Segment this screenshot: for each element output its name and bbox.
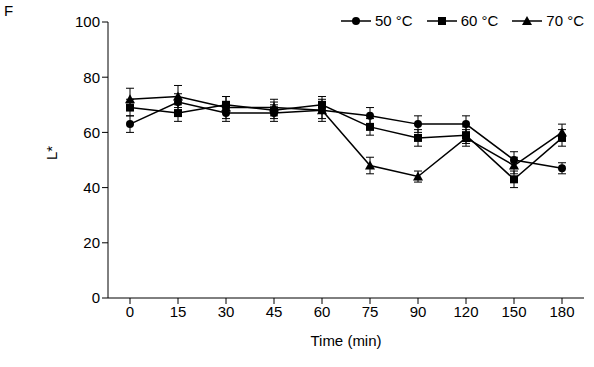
html-text:50 °C: 50 °C [374,12,413,29]
svg-text:40: 40 [83,179,100,196]
svg-text:60: 60 [314,303,331,320]
svg-text:15: 15 [170,303,187,320]
svg-text:80: 80 [83,69,100,86]
svg-text:150: 150 [501,303,526,320]
svg-text:90: 90 [410,303,427,320]
html-text:60 °C: 60 °C [460,12,499,29]
svg-text:0: 0 [126,303,134,320]
svg-text:120: 120 [453,303,478,320]
svg-text:100: 100 [75,13,100,30]
svg-text:20: 20 [83,234,100,251]
svg-text:Time (min): Time (min) [310,332,381,349]
svg-text:30: 30 [218,303,235,320]
svg-text:180: 180 [549,303,574,320]
svg-text:75: 75 [362,303,379,320]
html-text:F: F [4,2,14,19]
svg-text:45: 45 [266,303,283,320]
html-text:70 °C: 70 °C [546,12,584,29]
svg-text:60: 60 [83,124,100,141]
svg-text:L*: L* [43,146,60,160]
svg-text:0: 0 [92,289,100,306]
